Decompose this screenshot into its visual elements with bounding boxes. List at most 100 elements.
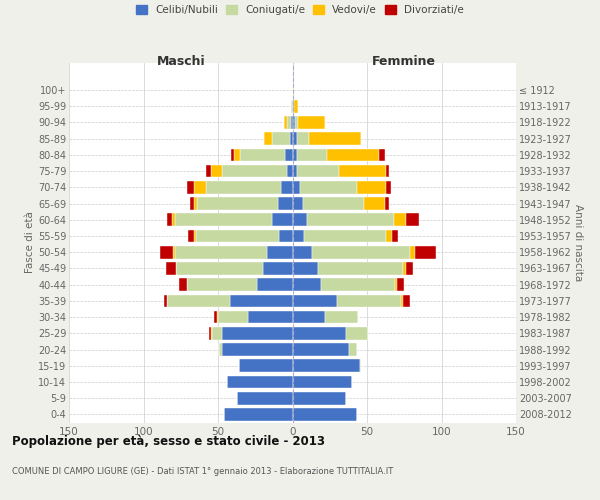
Bar — [278, 198, 293, 210]
Bar — [304, 230, 386, 242]
Bar — [211, 165, 223, 177]
Bar — [309, 132, 361, 145]
Bar — [321, 278, 395, 291]
Bar — [293, 132, 297, 145]
Bar — [248, 311, 293, 324]
Bar — [298, 116, 325, 129]
Bar — [190, 198, 194, 210]
Bar — [272, 214, 293, 226]
Bar — [293, 165, 297, 177]
Bar — [403, 262, 406, 275]
Bar — [307, 214, 394, 226]
Bar — [397, 278, 404, 291]
Bar — [293, 278, 321, 291]
Bar — [241, 148, 285, 162]
Bar — [223, 165, 287, 177]
Bar — [179, 278, 187, 291]
Bar — [379, 148, 385, 162]
Bar — [284, 116, 287, 129]
Bar — [235, 148, 241, 162]
Bar — [297, 132, 309, 145]
Bar — [238, 392, 293, 404]
Text: Femmine: Femmine — [372, 55, 436, 68]
Bar — [223, 343, 293, 356]
Bar — [293, 181, 300, 194]
Bar — [297, 165, 338, 177]
Bar — [303, 198, 364, 210]
Bar — [257, 278, 293, 291]
Bar — [194, 198, 197, 210]
Bar — [293, 408, 356, 420]
Bar — [293, 360, 359, 372]
Bar — [291, 116, 293, 129]
Bar — [293, 230, 304, 242]
Bar — [206, 165, 211, 177]
Bar — [293, 262, 318, 275]
Bar — [209, 327, 211, 340]
Bar — [406, 262, 413, 275]
Bar — [293, 311, 325, 324]
Bar — [173, 246, 175, 258]
Bar — [206, 181, 281, 194]
Bar — [194, 230, 196, 242]
Bar — [197, 198, 278, 210]
Bar — [167, 294, 230, 307]
Bar — [214, 311, 217, 324]
Bar — [297, 148, 327, 162]
Bar — [290, 132, 293, 145]
Bar — [287, 165, 293, 177]
Bar — [386, 181, 391, 194]
Bar — [364, 198, 385, 210]
Bar — [272, 132, 290, 145]
Bar — [281, 181, 293, 194]
Bar — [293, 343, 349, 356]
Bar — [415, 246, 436, 258]
Bar — [285, 148, 293, 162]
Bar — [175, 214, 272, 226]
Bar — [403, 294, 410, 307]
Bar — [356, 181, 386, 194]
Bar — [211, 327, 212, 340]
Text: Maschi: Maschi — [157, 55, 205, 68]
Bar — [327, 148, 379, 162]
Bar — [220, 343, 223, 356]
Bar — [279, 230, 293, 242]
Bar — [394, 214, 406, 226]
Bar — [337, 294, 401, 307]
Bar — [263, 262, 293, 275]
Bar — [175, 246, 267, 258]
Bar — [187, 278, 257, 291]
Bar — [218, 311, 248, 324]
Bar — [287, 116, 291, 129]
Bar — [196, 230, 279, 242]
Bar — [338, 165, 386, 177]
Bar — [217, 311, 218, 324]
Bar — [293, 294, 337, 307]
Bar — [232, 148, 235, 162]
Bar — [386, 165, 389, 177]
Bar — [267, 246, 293, 258]
Bar — [166, 262, 176, 275]
Bar — [293, 148, 297, 162]
Bar — [187, 181, 194, 194]
Y-axis label: Anni di nascita: Anni di nascita — [573, 204, 583, 281]
Bar — [295, 116, 298, 129]
Bar — [176, 262, 263, 275]
Bar — [223, 327, 293, 340]
Bar — [385, 198, 389, 210]
Bar — [325, 311, 358, 324]
Bar — [386, 230, 392, 242]
Y-axis label: Fasce di età: Fasce di età — [25, 212, 35, 274]
Bar — [293, 84, 294, 96]
Bar — [293, 198, 303, 210]
Bar — [300, 181, 356, 194]
Bar — [160, 246, 173, 258]
Bar — [346, 327, 368, 340]
Text: COMUNE DI CAMPO LIGURE (GE) - Dati ISTAT 1° gennaio 2013 - Elaborazione TUTTITAL: COMUNE DI CAMPO LIGURE (GE) - Dati ISTAT… — [12, 468, 393, 476]
Bar — [212, 327, 223, 340]
Bar — [392, 230, 398, 242]
Bar — [293, 100, 294, 112]
Bar — [239, 360, 293, 372]
Bar — [172, 214, 175, 226]
Bar — [318, 262, 403, 275]
